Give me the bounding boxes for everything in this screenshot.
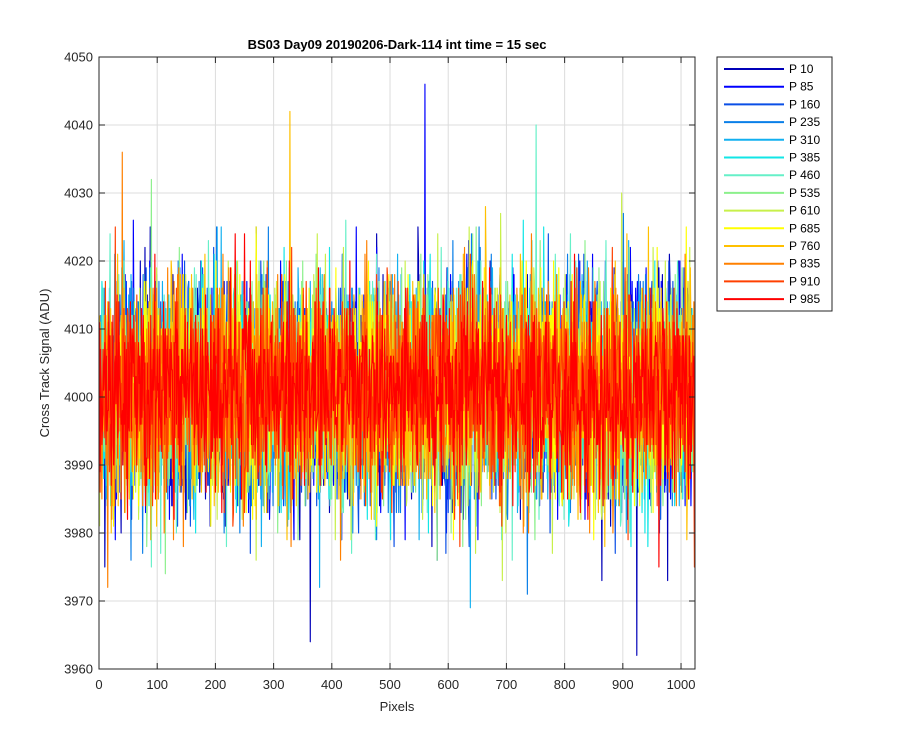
y-tick-label: 4040 <box>64 118 93 133</box>
x-tick-labels: 0 100 200 300 400 500 600 700 800 900 1000 <box>95 677 695 692</box>
legend-item: P 385 <box>724 151 820 165</box>
legend-label: P 610 <box>789 204 820 218</box>
x-tick-label: 1000 <box>667 677 696 692</box>
series-line-p-985 <box>99 233 695 568</box>
legend-label: P 685 <box>789 221 820 235</box>
legend-label: P 160 <box>789 97 820 111</box>
chart-title: BS03 Day09 20190206-Dark-114 int time = … <box>248 37 547 52</box>
legend-label: P 535 <box>789 186 820 200</box>
y-tick-label: 3990 <box>64 458 93 473</box>
x-tick-label: 900 <box>612 677 634 692</box>
x-tick-label: 700 <box>496 677 518 692</box>
legend-label: P 235 <box>789 115 820 129</box>
legend-box <box>716 56 833 312</box>
legend: P 10 P 85 P 160 P 235 P 310 P 385 P 460 P 535 P … <box>716 56 833 312</box>
y-tick-label: 4020 <box>64 254 93 269</box>
x-tick-label: 800 <box>554 677 576 692</box>
plot-frame <box>98 56 696 670</box>
legend-item: P 235 <box>724 115 820 129</box>
legend-item: P 910 <box>724 274 820 288</box>
legend-label: P 385 <box>789 151 820 165</box>
x-tick-label: 200 <box>205 677 227 692</box>
legend-label: P 10 <box>789 62 814 76</box>
legend-label: P 310 <box>789 133 820 147</box>
y-tick-label: 3970 <box>64 594 93 609</box>
legend-item: P 610 <box>724 204 820 218</box>
y-tick-label: 4000 <box>64 390 93 405</box>
legend-item: P 985 <box>724 292 820 306</box>
x-tick-label: 300 <box>263 677 285 692</box>
legend-item: P 760 <box>724 239 820 253</box>
legend-label: P 85 <box>789 80 814 94</box>
legend-label: P 985 <box>789 292 820 306</box>
x-tick-label: 0 <box>95 677 102 692</box>
y-tick-label: 3960 <box>64 662 93 677</box>
y-tick-label: 4010 <box>64 322 93 337</box>
x-axis-label: Pixels <box>380 699 415 714</box>
x-tick-label: 400 <box>321 677 343 692</box>
legend-item: P 535 <box>724 186 820 200</box>
legend-item: P 85 <box>724 80 814 94</box>
legend-label: P 910 <box>789 274 820 288</box>
legend-label: P 760 <box>789 239 820 253</box>
y-tick-label: 3980 <box>64 526 93 541</box>
legend-item: P 835 <box>724 257 820 271</box>
legend-item: P 160 <box>724 97 820 111</box>
y-tick-label: 4050 <box>64 50 93 65</box>
x-tick-label: 500 <box>379 677 401 692</box>
legend-item: P 685 <box>724 221 820 235</box>
x-tick-label: 600 <box>437 677 459 692</box>
y-axis-label: Cross Track Signal (ADU) <box>37 289 52 438</box>
legend-item: P 10 <box>724 62 814 76</box>
legend-label: P 835 <box>789 257 820 271</box>
series-lines <box>99 83 695 656</box>
legend-label: P 460 <box>789 168 820 182</box>
legend-item: P 460 <box>724 168 820 182</box>
y-tick-labels: 3960 3970 3980 3990 4000 4010 4020 4030 4040 4050 <box>64 50 93 677</box>
legend-item: P 310 <box>724 133 820 147</box>
x-tick-label: 100 <box>146 677 168 692</box>
axis-ticks <box>98 56 695 670</box>
y-tick-label: 4030 <box>64 186 93 201</box>
